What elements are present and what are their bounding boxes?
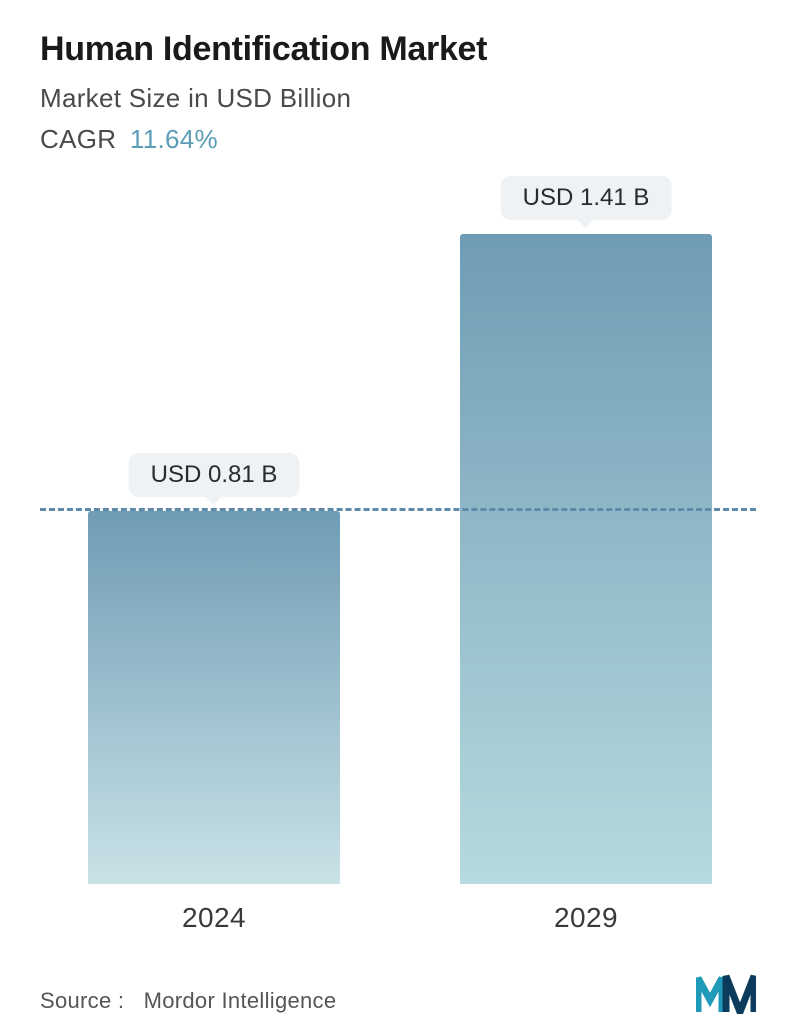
x-axis-label: 2024 bbox=[88, 902, 340, 934]
cagr-label: CAGR bbox=[40, 124, 116, 154]
chart-footer: Source : Mordor Intelligence bbox=[40, 964, 756, 1014]
page-title: Human Identification Market bbox=[40, 30, 756, 69]
source-label: Source : bbox=[40, 988, 124, 1013]
reference-line bbox=[40, 508, 756, 511]
x-axis-label: 2029 bbox=[460, 902, 712, 934]
mordor-logo-icon bbox=[696, 972, 756, 1014]
chart-plot-area: USD 0.81 B 2024 USD 1.41 B 2029 bbox=[40, 173, 756, 964]
cagr-row: CAGR 11.64% bbox=[40, 124, 756, 155]
value-pill-2024: USD 0.81 B bbox=[129, 453, 300, 497]
value-pill-2029: USD 1.41 B bbox=[501, 176, 672, 220]
bar-2024 bbox=[88, 511, 340, 884]
bar-2029 bbox=[460, 234, 712, 884]
source-attribution: Source : Mordor Intelligence bbox=[40, 988, 336, 1014]
chart-container: Human Identification Market Market Size … bbox=[0, 0, 796, 1034]
source-name: Mordor Intelligence bbox=[144, 988, 337, 1013]
chart-subtitle: Market Size in USD Billion bbox=[40, 83, 756, 114]
cagr-value: 11.64% bbox=[130, 124, 218, 154]
